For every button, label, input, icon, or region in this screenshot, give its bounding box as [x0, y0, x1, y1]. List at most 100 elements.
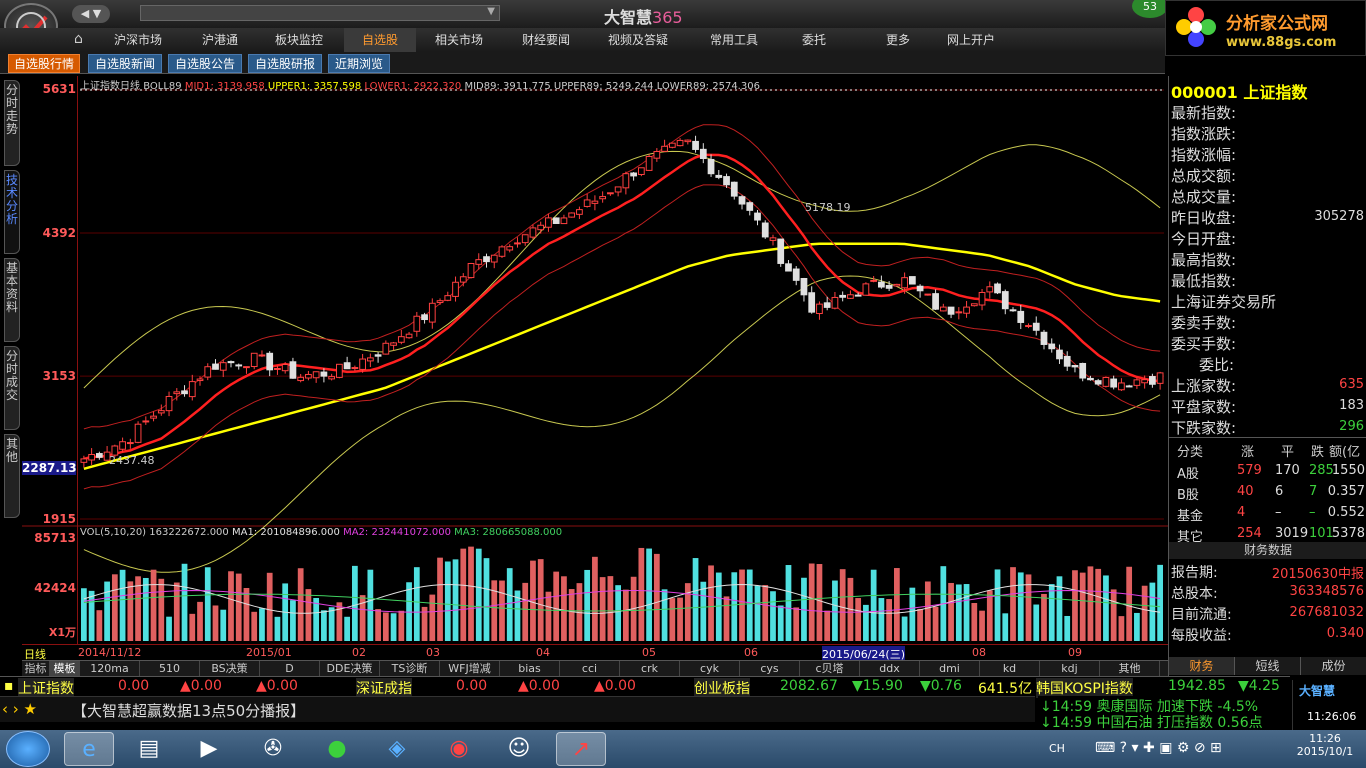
ind-template[interactable]: 模板	[50, 661, 80, 676]
table-cell: 170	[1275, 463, 1300, 478]
news-text[interactable]: 【大智慧超赢数据13点50分播报】	[72, 702, 306, 720]
nav-item[interactable]: 财经要闻	[521, 33, 570, 47]
panel-tab-active[interactable]: 财务	[1169, 657, 1235, 675]
candle	[970, 303, 978, 307]
candle	[800, 278, 808, 296]
vol-ma2	[83, 589, 1161, 613]
alert-item[interactable]: ↓14:59 中国石油 打压指数 0.56点	[1040, 715, 1263, 731]
sub-tab[interactable]: 自选股研报	[248, 54, 322, 73]
ind-item[interactable]: WFJ增减	[440, 661, 500, 676]
side-tab[interactable]: 基本资料	[4, 258, 20, 342]
notification-badge[interactable]: 53	[1132, 0, 1168, 18]
candle	[521, 234, 529, 244]
finance-header: 财务数据	[1169, 542, 1366, 559]
ind-label[interactable]: 指标	[22, 661, 50, 676]
nav-item[interactable]: 板块监控	[274, 33, 323, 47]
ind-item[interactable]: 120ma	[80, 661, 140, 676]
ind-item[interactable]: ddx	[860, 661, 920, 676]
clock[interactable]: 11:26 2015/10/1	[1290, 732, 1360, 766]
alert-item[interactable]: ↓14:59 奥康国际 加速下跌 -4.5%	[1040, 699, 1259, 715]
ind-item[interactable]: kd	[980, 661, 1040, 676]
fin-label: 报告期:	[1171, 565, 1218, 581]
volume-bar	[259, 608, 265, 641]
volume-bar	[669, 598, 676, 641]
ind-item[interactable]: bias	[500, 661, 560, 676]
ind-item[interactable]: BS决策	[200, 661, 260, 676]
volume-bar	[413, 567, 420, 641]
volume-bar	[863, 604, 869, 641]
ind-item[interactable]: c贝塔	[800, 661, 860, 676]
ticker-name[interactable]: 深证成指	[356, 678, 412, 698]
ind-item[interactable]: DDE决策	[320, 661, 380, 676]
video-icon[interactable]: ◉	[449, 736, 469, 761]
nav-item[interactable]: 沪港通	[201, 33, 238, 47]
sub-tab-active[interactable]: 自选股行情	[8, 54, 80, 73]
sub-tab[interactable]: 自选股公告	[168, 54, 242, 73]
browser-icon[interactable]: ◈	[388, 736, 406, 761]
panel-tab[interactable]: 短线	[1235, 657, 1301, 675]
ticker-name[interactable]: 上证指数	[18, 678, 74, 698]
side-tab[interactable]: 分时成交	[4, 346, 20, 430]
nav-item[interactable]: 沪深市场	[113, 33, 162, 47]
volume-bar	[770, 591, 776, 641]
dzh-widget[interactable]: 大智慧 11:26:06	[1292, 680, 1366, 730]
tray-icons[interactable]: ⌨ ? ▾ ✚ ▣ ⚙ ⊘ ⊞	[1095, 740, 1222, 756]
nav-item[interactable]: 委托	[801, 33, 826, 47]
volume-bar	[297, 568, 304, 641]
nav-item[interactable]: 常用工具	[709, 33, 758, 47]
volume-bar	[886, 599, 892, 641]
volume-bar	[599, 577, 606, 641]
system-tray[interactable]: CH ⌨ ? ▾ ✚ ▣ ⚙ ⊘ ⊞	[1045, 732, 1285, 766]
ind-item[interactable]: cci	[560, 661, 620, 676]
ind-item[interactable]: crk	[620, 661, 680, 676]
candle	[939, 306, 947, 312]
home-icon[interactable]: ⌂	[74, 31, 83, 47]
quote-label: 指数涨跌:	[1171, 125, 1237, 143]
back-forward-buttons[interactable]: ◀ ▼	[72, 5, 110, 23]
sub-tab[interactable]: 自选股新闻	[88, 54, 162, 73]
candle	[947, 306, 955, 315]
ind-item[interactable]: 510	[140, 661, 200, 676]
folder-icon[interactable]: ▤	[138, 736, 160, 761]
dropdown-arrow-icon[interactable]: ▼	[487, 6, 495, 17]
period-label[interactable]: 日线	[24, 646, 46, 662]
nav-item-active[interactable]: 自选股	[344, 28, 416, 52]
news-bar[interactable]: ‹ › ★ 【大智慧超赢数据13点50分播报】	[0, 696, 1035, 722]
x-tick: 09	[1068, 646, 1082, 659]
media-icon[interactable]: ▶	[200, 736, 218, 761]
dzh-app-icon[interactable]: ↗	[556, 732, 606, 766]
player-icon[interactable]: ●	[327, 736, 347, 761]
ticker-name[interactable]: 创业板指	[694, 678, 750, 698]
ind-item[interactable]: TS诊断	[380, 661, 440, 676]
nav-item[interactable]: 视频及答疑	[607, 33, 668, 47]
ad-banner[interactable]: 分析家公式网 www.88gs.com	[1165, 0, 1366, 56]
x-tick: 2014/11/12	[78, 646, 142, 659]
nav-item[interactable]: 更多	[885, 33, 910, 47]
ind-item[interactable]: kdj	[1040, 661, 1100, 676]
ind-item[interactable]: cyk	[680, 661, 740, 676]
mid1-line	[83, 153, 1161, 461]
side-tab-active[interactable]: 技术分析	[4, 170, 20, 254]
start-button[interactable]	[6, 731, 50, 767]
kline-chart[interactable]: 5631 4392 3153 2287.13 1915 85713 42424 …	[22, 76, 1168, 646]
ind-item[interactable]: dmi	[920, 661, 980, 676]
address-box[interactable]: ▼	[140, 5, 500, 21]
nav-item[interactable]: 网上开户	[946, 33, 995, 47]
ie-icon[interactable]: e	[64, 732, 114, 766]
ind-item[interactable]: 其他	[1100, 661, 1160, 676]
news-arrows-icon[interactable]: ‹ › ★	[2, 700, 37, 718]
side-tab[interactable]: 其他	[4, 434, 20, 518]
film-icon[interactable]: ✇	[263, 736, 283, 761]
sub-tab[interactable]: 近期浏览	[328, 54, 390, 73]
ind-item[interactable]: cys	[740, 661, 800, 676]
ind-item[interactable]: D	[260, 661, 320, 676]
ticker-name[interactable]: 韩国KOSPI指数	[1036, 678, 1133, 698]
candle	[397, 336, 405, 343]
panel-tab[interactable]: 成份	[1301, 657, 1366, 675]
candle	[421, 314, 428, 321]
candle	[181, 390, 188, 395]
side-tab[interactable]: 分时走势	[4, 80, 20, 166]
nav-item[interactable]: 相关市场	[434, 33, 483, 47]
qq-icon[interactable]: ☺	[507, 736, 531, 761]
lang-indicator[interactable]: CH	[1049, 742, 1065, 755]
